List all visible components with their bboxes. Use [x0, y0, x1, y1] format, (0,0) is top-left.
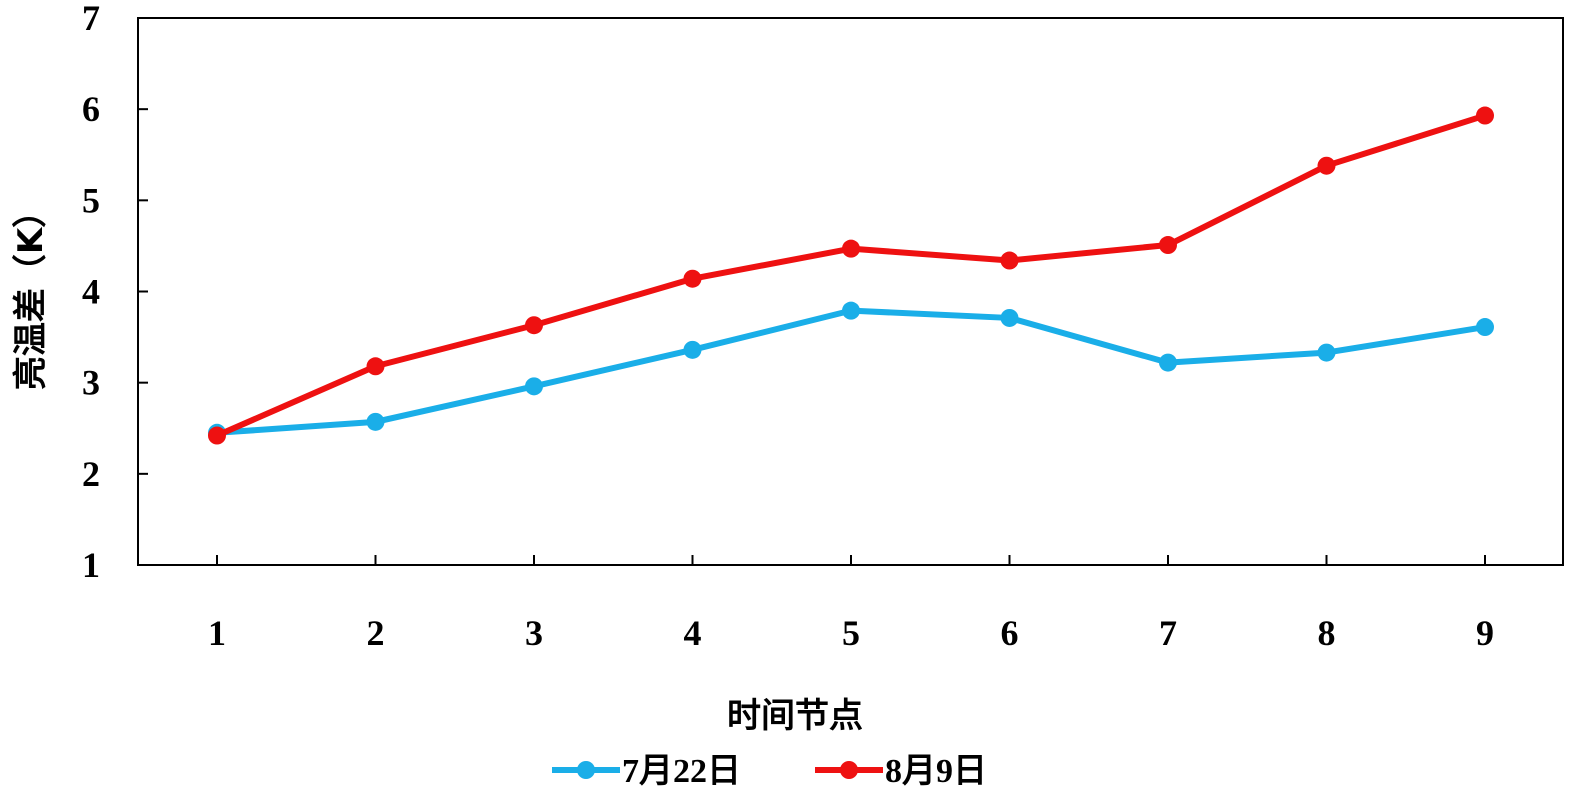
x-tick-label: 8: [1318, 613, 1336, 653]
data-point: [1159, 353, 1177, 372]
data-point: [842, 239, 860, 258]
data-point: [525, 316, 543, 335]
y-axis: 1 2 3 4 5 6 7: [82, 0, 148, 585]
y-tick-label: 7: [82, 0, 100, 38]
x-tick-label: 9: [1476, 613, 1494, 653]
data-point: [366, 357, 385, 376]
data-point: [683, 269, 702, 288]
series-2: [208, 106, 1494, 445]
data-point: [1317, 156, 1336, 175]
series-line: [216, 307, 1486, 436]
legend-marker: [840, 761, 858, 779]
y-tick-label: 6: [82, 89, 100, 129]
data-point: [1000, 308, 1019, 327]
legend-marker: [577, 761, 595, 779]
data-point: [1476, 106, 1494, 125]
plot-frame: [137, 17, 1564, 566]
data-point: [525, 377, 543, 396]
x-tick-label: 2: [367, 613, 385, 653]
legend-item: 8月9日: [815, 753, 987, 790]
data-point: [208, 426, 226, 445]
series-line: [215, 112, 1486, 439]
y-tick-label: 1: [82, 545, 100, 585]
data-point: [366, 412, 385, 431]
data-point: [1476, 318, 1494, 337]
x-tick-label: 4: [684, 613, 702, 653]
y-tick-label: 4: [82, 272, 100, 312]
y-tick-label: 2: [82, 454, 100, 494]
series-layer: [208, 106, 1494, 445]
x-tick-label: 1: [208, 613, 226, 653]
legend-label: 8月9日: [885, 753, 987, 790]
y-tick-label: 5: [82, 180, 100, 220]
legend-item: 7月22日: [552, 753, 741, 790]
x-axis: 1 2 3 4 5 6 7 8 9: [208, 555, 1494, 653]
data-point: [1317, 343, 1336, 362]
x-tick-label: 6: [1001, 613, 1019, 653]
data-point: [1000, 251, 1019, 270]
x-axis-title: 时间节点: [727, 696, 863, 736]
data-point: [1159, 236, 1177, 255]
x-tick-label: 7: [1159, 613, 1177, 653]
plot-area: [137, 17, 1564, 566]
x-tick-label: 3: [525, 613, 543, 653]
y-axis-title: 亮温差（K）: [11, 194, 51, 390]
data-point: [842, 301, 860, 320]
data-point: [683, 340, 702, 359]
y-tick-label: 3: [82, 363, 100, 403]
series-1: [208, 301, 1494, 442]
x-tick-label: 5: [842, 613, 860, 653]
legend-label: 7月22日: [622, 753, 741, 790]
legend: 7月22日 8月9日: [552, 753, 987, 790]
